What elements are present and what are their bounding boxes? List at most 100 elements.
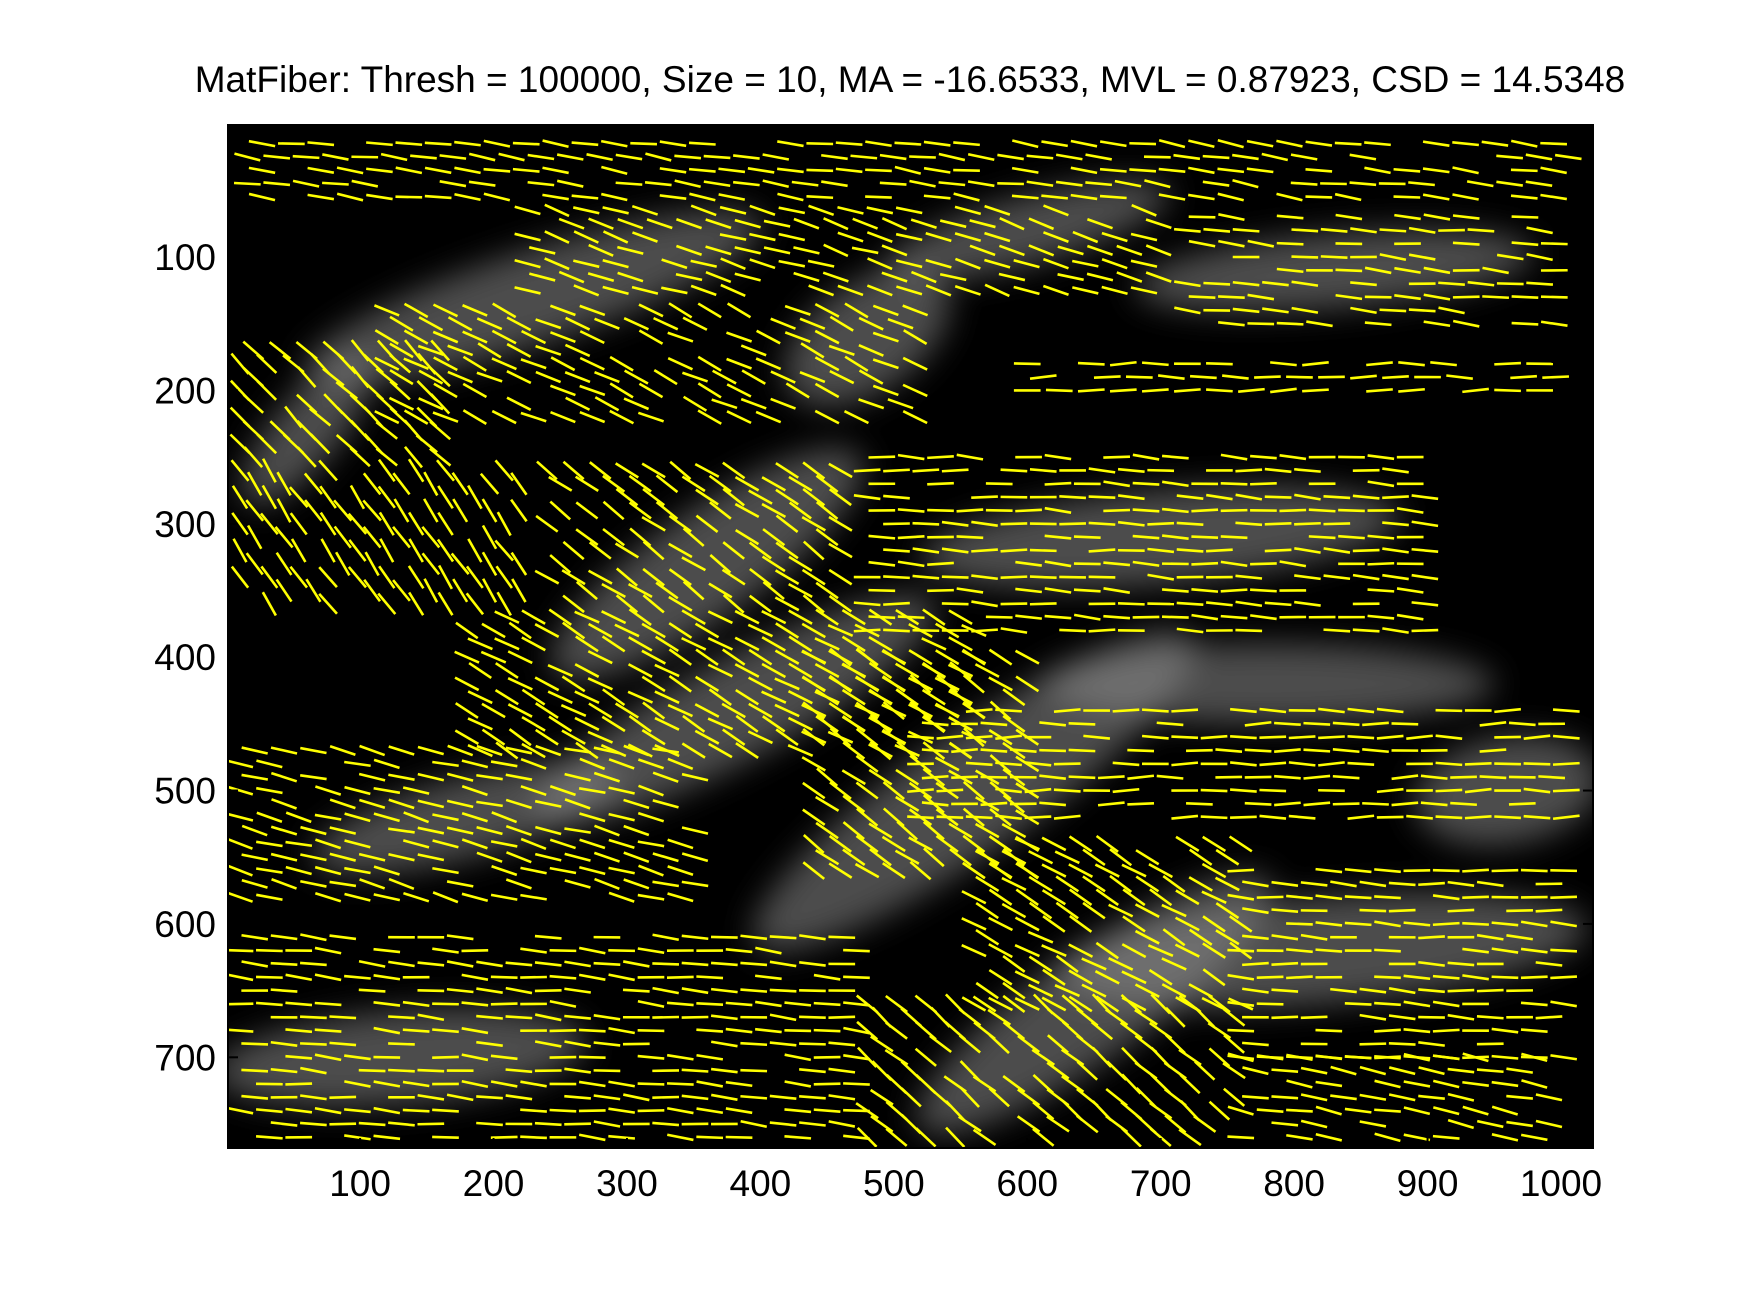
orientation-vector [667,357,694,371]
y-tick-label: 700 [154,1037,216,1078]
orientation-vector [564,879,591,889]
orientation-vector [1028,244,1055,257]
orientation-vector [1432,974,1460,980]
orientation-vector [285,1001,313,1007]
orientation-vector [1081,983,1107,998]
orientation-vector [476,744,503,757]
orientation-vector [785,382,810,399]
orientation-vector [1452,241,1480,246]
orientation-vector [854,862,880,879]
orientation-vector [921,637,947,651]
orientation-vector [627,582,653,599]
orientation-vector [895,206,923,215]
orientation-vector [1300,1119,1328,1129]
orientation-vector [314,946,342,955]
orientation-vector [574,690,600,705]
orientation-vector [881,835,906,853]
orientation-vector [868,768,893,786]
orientation-vector [828,674,852,693]
orientation-vector [534,1121,562,1127]
orientation-vector [1379,228,1407,233]
orientation-vector [1232,153,1259,161]
orientation-vector [681,475,706,493]
orientation-vector [588,461,612,480]
orientation-vector [1352,494,1380,500]
orientation-vector [749,258,776,270]
orientation-vector [467,538,483,563]
orientation-vector [1141,388,1169,393]
orientation-vector [1042,968,1066,986]
orientation-vector [1367,480,1395,488]
orientation-vector [461,973,489,981]
orientation-vector [681,880,709,888]
orientation-vector [1294,574,1321,581]
orientation-vector [1270,387,1297,394]
orientation-vector [271,798,298,810]
orientation-vector [467,637,493,651]
orientation-vector [270,771,298,783]
orientation-vector [1366,361,1393,367]
orientation-vector [359,878,386,890]
orientation-vector [921,774,949,780]
orientation-vector [799,317,826,330]
orientation-vector [255,948,283,953]
orientation-vector [895,259,923,269]
orientation-vector [1303,774,1331,780]
orientation-vector [802,834,825,854]
orientation-vector [1135,875,1160,893]
orientation-vector [652,986,680,995]
orientation-vector [505,961,533,967]
orientation-vector [1000,522,1028,526]
orientation-vector [407,458,425,483]
orientation-vectors [228,138,1582,1148]
orientation-vector [288,486,309,508]
orientation-vector [1494,707,1522,714]
orientation-vector [374,410,400,425]
orientation-vector [520,975,547,979]
orientation-vector [659,167,687,174]
orientation-vector [1015,508,1042,513]
orientation-vector [571,194,599,200]
orientation-vector [777,140,804,148]
orientation-vector [329,826,357,835]
orientation-vector [1302,361,1329,367]
orientation-vector [521,329,547,345]
orientation-vector [373,865,400,876]
orientation-vector [506,370,532,385]
orientation-vector [975,875,1000,893]
orientation-vector [828,1120,856,1128]
orientation-vector [855,675,880,693]
orientation-vector [1014,943,1040,958]
orientation-vector [882,781,905,801]
orientation-vector [349,484,366,510]
orientation-vector [514,259,541,269]
orientation-vector [697,355,722,372]
orientation-vector [761,636,786,652]
orientation-vector [872,331,899,343]
orientation-vector [1039,774,1067,781]
orientation-vector [507,677,533,691]
orientation-vector [462,409,487,426]
orientation-vector [402,1028,430,1033]
orientation-vector [641,516,666,532]
orientation-vector [725,1080,753,1088]
orientation-vector [285,973,313,981]
orientation-vector [755,946,782,955]
orientation-vector [228,812,254,822]
orientation-vector [1411,628,1439,633]
orientation-vector [1109,360,1137,367]
orientation-vector [668,648,692,666]
orientation-vector [300,1015,327,1020]
orientation-vector [629,527,652,547]
orientation-vector [520,358,547,370]
orientation-vector [467,743,493,758]
orientation-vector [637,411,665,423]
orientation-vector [1332,802,1360,806]
orientation-vector [869,714,892,734]
orientation-vector [1279,560,1307,568]
orientation-vector [652,962,680,966]
orientation-vector [1274,748,1301,753]
orientation-vector [1073,588,1101,593]
orientation-vector [395,141,423,147]
orientation-vector [902,410,928,425]
